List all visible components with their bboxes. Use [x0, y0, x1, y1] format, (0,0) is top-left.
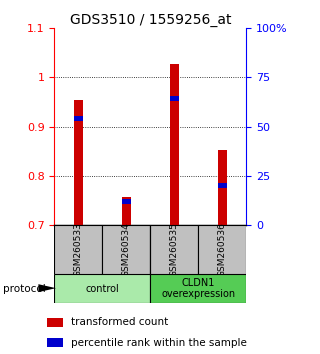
Text: GSM260534: GSM260534 [122, 222, 131, 277]
Bar [74, 99, 83, 225]
Bar [54, 225, 102, 274]
Bar [218, 150, 227, 225]
Bar [170, 96, 179, 101]
Text: CLDN1
overexpression: CLDN1 overexpression [161, 278, 236, 299]
Polygon shape [38, 284, 56, 292]
Bar [218, 183, 227, 188]
Bar [54, 274, 150, 303]
Text: percentile rank within the sample: percentile rank within the sample [71, 338, 247, 348]
Text: control: control [85, 284, 119, 293]
Bar [170, 64, 179, 225]
Title: GDS3510 / 1559256_at: GDS3510 / 1559256_at [70, 13, 231, 27]
Bar [74, 116, 83, 121]
Text: GSM260536: GSM260536 [218, 222, 227, 277]
Text: transformed count: transformed count [71, 318, 168, 327]
Bar [102, 225, 150, 274]
Bar [47, 338, 63, 347]
Bar [198, 225, 246, 274]
Bar [150, 225, 198, 274]
Text: GSM260533: GSM260533 [74, 222, 83, 277]
Bar [122, 199, 131, 204]
Bar [150, 274, 246, 303]
Text: GSM260535: GSM260535 [170, 222, 179, 277]
Bar [47, 318, 63, 327]
Bar [122, 197, 131, 225]
Text: protocol: protocol [3, 284, 46, 293]
